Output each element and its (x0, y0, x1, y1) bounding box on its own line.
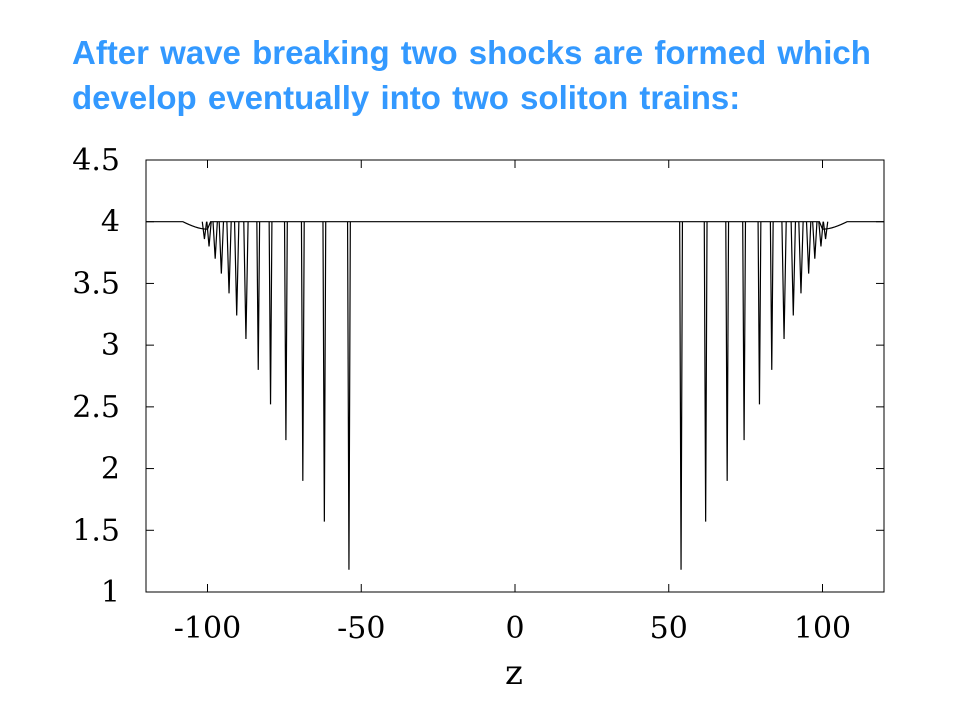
y-tick-label: 1.5 (72, 513, 120, 548)
soliton-dip (781, 221, 787, 339)
slide-title-line-1: After wave breaking two shocks are forme… (72, 34, 871, 71)
y-tick-label: 1 (101, 575, 120, 610)
soliton-dip (818, 221, 824, 247)
soliton-dip (805, 221, 812, 274)
soliton-dip (757, 221, 762, 405)
soliton-dip (212, 221, 218, 259)
y-tick-label: 2 (101, 452, 120, 487)
soliton-dip (703, 221, 708, 522)
y-tick-label: 4.5 (72, 143, 120, 178)
soliton-dip (243, 221, 249, 339)
x-tick-label: 0 (505, 611, 524, 646)
soliton-dip (812, 221, 818, 259)
slide-title-line-2: develop eventually into two soliton trai… (72, 79, 741, 116)
soliton-dip (679, 221, 684, 570)
soliton-dip (790, 221, 797, 316)
soliton-dip (798, 221, 804, 294)
x-tick-label: 100 (794, 611, 851, 646)
y-tick-label: 4 (101, 205, 120, 240)
y-tick-label: 3 (101, 328, 120, 363)
soliton-dip (256, 221, 261, 370)
soliton-dip (742, 221, 747, 441)
x-axis-label: z (505, 653, 523, 693)
soliton-dip (226, 221, 232, 294)
soliton-dip (322, 221, 327, 522)
soliton-dip (218, 221, 225, 274)
x-tick-label: -50 (337, 611, 385, 646)
soliton-dip (725, 221, 730, 481)
x-tick-label: -100 (174, 611, 241, 646)
soliton-dip (206, 221, 212, 247)
soliton-dip (769, 221, 774, 370)
slide-title: After wave breaking two shocks are forme… (72, 30, 912, 120)
y-tick-label: 3.5 (72, 266, 120, 301)
soliton-dip (300, 221, 305, 481)
soliton-dip (233, 221, 240, 316)
y-tick-label: 2.5 (72, 390, 120, 425)
x-tick-label: 50 (650, 611, 688, 646)
soliton-dip (346, 221, 351, 570)
baseline-curve (146, 221, 884, 230)
soliton-dip (822, 221, 829, 240)
soliton-dip (201, 221, 208, 240)
soliton-dip (268, 221, 273, 405)
soliton-dip (283, 221, 288, 441)
